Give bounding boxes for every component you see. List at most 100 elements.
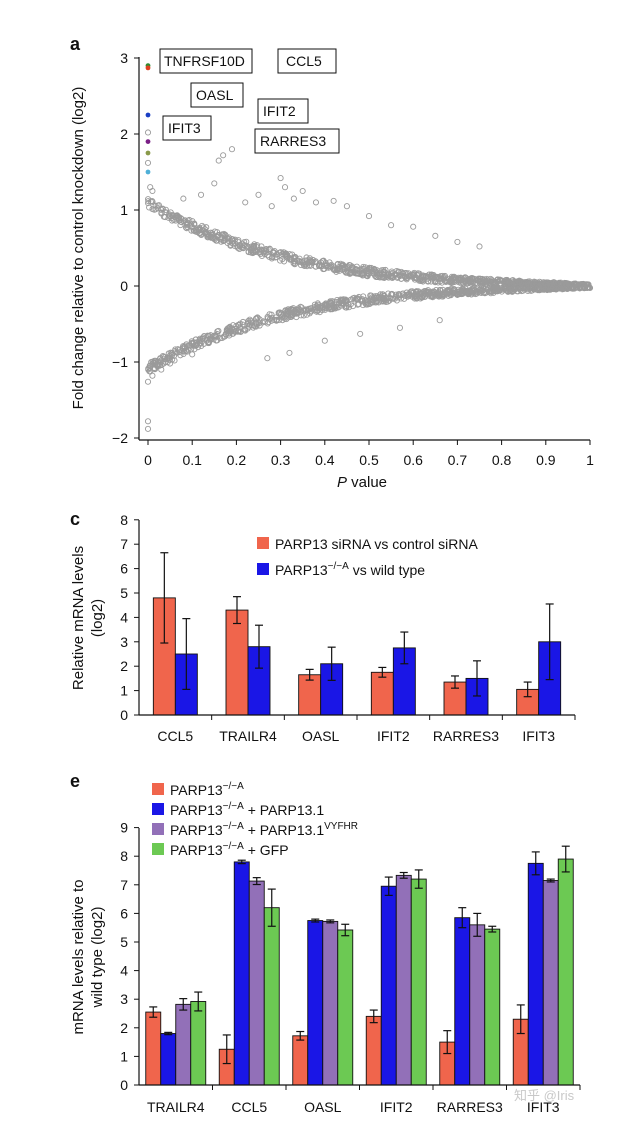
scatter-point	[347, 300, 355, 308]
scatter-point	[446, 288, 453, 295]
scatter-point	[421, 293, 429, 300]
scatter-point	[567, 284, 574, 291]
bar-oasl-s0	[298, 674, 322, 716]
highlight-point-ccl5	[145, 65, 151, 71]
scatter-point	[569, 281, 576, 288]
y-tick-label: 8	[120, 512, 128, 528]
scatter-point	[332, 303, 339, 310]
scatter-point	[472, 280, 479, 287]
scatter-point	[322, 262, 329, 269]
scatter-point	[245, 317, 252, 325]
scatter-point	[393, 268, 400, 275]
legend-label: PARP13−/−A + GFP	[170, 841, 289, 858]
scatter-point	[399, 290, 406, 297]
bar-oasl-s2	[322, 920, 339, 1086]
legend-swatch-red	[257, 537, 269, 549]
scatter-point	[564, 284, 571, 291]
scatter-point	[498, 280, 505, 287]
category-label: IFIT3	[522, 728, 555, 744]
scatter-point	[149, 372, 156, 379]
scatter-point	[253, 315, 260, 322]
scatter-point	[468, 289, 475, 296]
bar-ccl5-s2	[248, 880, 265, 1086]
scatter-point	[222, 234, 229, 241]
scatter-point	[205, 339, 212, 347]
scatter-point	[517, 284, 524, 292]
y-tick-label: 8	[120, 848, 128, 864]
scatter-point	[173, 212, 180, 219]
scatter-point	[213, 333, 220, 340]
scatter-point	[276, 309, 283, 316]
scatter-point	[145, 198, 152, 205]
x-tick-label: 0.1	[182, 452, 202, 468]
scatter-point	[373, 295, 380, 302]
scatter-point	[262, 318, 269, 325]
scatter-point	[256, 248, 263, 255]
scatter-point	[344, 263, 351, 270]
scatter-point	[471, 288, 478, 295]
x-axis-title: P value	[337, 474, 387, 491]
scatter-point	[341, 298, 348, 305]
legend-label: PARP13−/−A vs wild type	[275, 561, 425, 578]
scatter-point	[302, 307, 309, 314]
scatter-point	[380, 268, 387, 275]
legend-label: PARP13 siRNA vs control siRNA	[275, 536, 478, 552]
scatter-point	[184, 217, 191, 224]
y-axis-title: Fold change relative to control knockdow…	[70, 87, 87, 410]
scatter-point	[559, 284, 566, 291]
scatter-point	[241, 241, 248, 249]
legend: PARP13 siRNA vs control siRNA PARP13−/−A…	[257, 536, 478, 578]
scatter-point	[286, 349, 293, 356]
bar-ifit3-s1	[527, 862, 544, 1086]
scatter-point	[277, 249, 284, 256]
scatter-point	[199, 338, 206, 345]
panel-a-label: a	[70, 34, 81, 54]
scatter-point	[208, 234, 215, 241]
scatter-point	[439, 290, 446, 297]
scatter-point	[237, 328, 244, 335]
y-tick-label: 1	[120, 202, 128, 218]
bar-oasl-s0	[292, 1035, 309, 1086]
scatter-point	[277, 175, 284, 182]
scatter-point	[268, 203, 275, 210]
category-labels: TRAILR4 CCL5 OASL IFIT2 RARRES3 IFIT3	[147, 1085, 581, 1115]
scatter-point	[224, 239, 231, 247]
gene-label-ifit3: IFIT3	[162, 115, 212, 141]
scatter-point	[144, 418, 152, 425]
bar-ifit3-s2	[542, 880, 559, 1086]
scatter-point	[334, 266, 341, 273]
scatter-point	[581, 284, 588, 291]
scatter-point	[176, 349, 183, 356]
scatter-point	[343, 203, 350, 210]
scatter-point	[490, 285, 497, 293]
x-tick-label: 0.8	[492, 452, 512, 468]
scatter-point	[467, 288, 474, 295]
scatter-point	[149, 206, 156, 213]
legend-label: PARP13−/−A + PARP13.1	[170, 801, 324, 818]
scatter-point	[181, 343, 188, 350]
scatter-point	[510, 285, 517, 292]
bar-ccl5-s1	[233, 861, 250, 1086]
x-tick-label: 0.6	[403, 452, 423, 468]
scatter-point	[152, 206, 159, 213]
x-tick-label: 1	[586, 452, 594, 468]
scatter-point	[193, 341, 200, 348]
panel-c-bar-chart: c 0 1 2 3 4 5 6 7 8 CCL5 TRAILR4 OASL IFIT2 RARRES3 I…	[70, 509, 576, 744]
scatter-point	[215, 157, 222, 164]
scatter-point	[273, 254, 280, 261]
scatter-point	[220, 152, 227, 159]
scatter-point	[189, 351, 196, 358]
scatter-point	[410, 223, 417, 230]
scatter-point	[153, 362, 160, 369]
scatter-point	[360, 293, 367, 300]
scatter-point	[291, 261, 298, 268]
scatter-point	[445, 292, 452, 299]
highlight-point-ifit2	[145, 139, 151, 145]
scatter-point	[353, 270, 360, 277]
scatter-point	[277, 257, 284, 264]
bar-rarres3-s1	[454, 917, 471, 1086]
scatter-point	[160, 353, 167, 360]
scatter-point	[578, 284, 586, 291]
scatter-point	[237, 324, 244, 331]
